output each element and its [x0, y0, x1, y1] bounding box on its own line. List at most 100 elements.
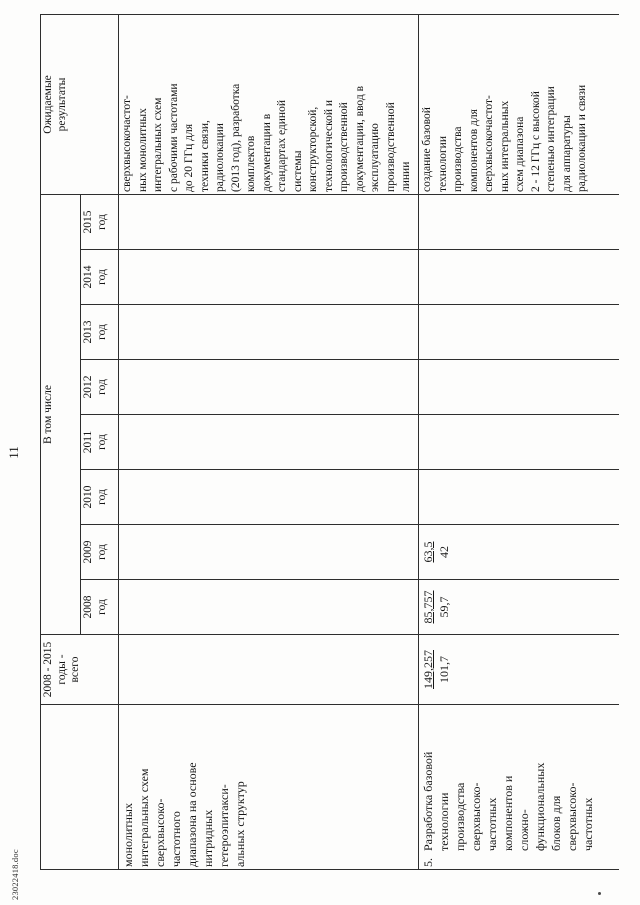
text-line: производства [452, 126, 464, 193]
text-line: сверхвысоко- [565, 782, 579, 851]
text-line: производственной [384, 102, 397, 192]
total-column-header: 2008 - 2015 годы - всего [40, 634, 119, 705]
text-line: степенью интеграции [545, 86, 557, 192]
text-line: 2 - 12 ГГц с высокой [529, 91, 542, 192]
text-line: Разработка базовой [421, 751, 435, 851]
text-line: до 20 ГГц для [183, 123, 195, 192]
year-column-header-2009: 2009 год [80, 524, 119, 580]
text-line: нитридных [201, 809, 215, 867]
text-line: сверхвысоко- [153, 798, 167, 867]
total-budget-cell: 149,257 101,7 [418, 634, 619, 705]
year-column-header-2013: 2013 год [80, 304, 119, 360]
year-label: 2011 год [82, 430, 108, 454]
text-line: производственной [338, 102, 350, 192]
text-line: (2013 год), разработка [229, 83, 242, 192]
text-line: сверхвысокочастот- [121, 95, 133, 192]
item5-description: 5. Разработка базовой технологии производс… [420, 707, 596, 867]
scan-speck [598, 892, 601, 895]
text-line: документации в [260, 113, 273, 192]
year-column-header-2015: 2015 год [80, 194, 119, 250]
empty-budget-cell [118, 304, 419, 360]
text-line: для аппаратуры [560, 115, 573, 192]
text-line: альных структур [233, 781, 247, 867]
expected-results-header: Ожидаемые результаты [40, 14, 119, 195]
program-funding-table: 2008 - 2015 годы - всего В том числе Ожи… [40, 14, 619, 870]
year-column-header-2012: 2012 год [80, 359, 119, 415]
empty-budget-cell [418, 194, 619, 250]
text-line: комплектов [245, 135, 257, 192]
text-line: функциональных [533, 762, 547, 851]
text-line: сверхвысоко- [469, 782, 483, 851]
text-line: интегральных схем [152, 97, 164, 192]
page-number: 11 [6, 446, 21, 459]
federal-amount-2008: 59,7 [437, 596, 451, 618]
empty-budget-cell [418, 359, 619, 415]
text-line: стандартах единой [276, 100, 288, 192]
empty-budget-cell [118, 579, 419, 635]
text-line: документации, ввод в [353, 86, 366, 192]
text-line: производства [453, 782, 467, 851]
empty-budget-cell [118, 414, 419, 470]
item-column-header [40, 704, 119, 870]
text-line: интегральных схем [137, 768, 151, 867]
text-line: конструкторской, [307, 106, 319, 192]
empty-budget-cell [118, 194, 419, 250]
empty-budget-cell [418, 249, 619, 305]
text-line: блоков для [549, 795, 563, 851]
text-line: радиолокации [214, 123, 226, 192]
total-federal-amount: 101,7 [437, 656, 451, 683]
item5-description-lines: Разработка базовой технологии производства… [420, 752, 596, 851]
total-amount: 149,257 [421, 650, 435, 689]
year-column-header-2010: 2010 год [80, 469, 119, 525]
header-row-top: 2008 - 2015 годы - всего В том числе Ожи… [40, 14, 119, 870]
year-label: 2015 год [82, 210, 108, 234]
text-line: частотных [581, 797, 595, 851]
item5-row: 5. Разработка базовой технологии производс… [418, 14, 619, 870]
text-line: эксплуатацию [369, 123, 381, 192]
total-column-header-label: 2008 - 2015 годы - всего [42, 641, 81, 698]
amount-2009: 63,5 [421, 541, 435, 563]
empty-budget-cell [118, 634, 419, 705]
text-line: системы [291, 150, 304, 193]
year-label: 2014 год [82, 265, 108, 289]
text-line: гетероэпитакси- [217, 784, 231, 867]
text-line: технологии [436, 136, 449, 192]
item5-expected-results-cell: создание базовой технологии производства ко… [418, 14, 619, 195]
text-line: с рабочими частотами [167, 83, 180, 192]
year-label: 2008 год [82, 595, 108, 619]
year-column-header-2008: 2008 год [80, 579, 119, 635]
empty-budget-cell [418, 414, 619, 470]
text-line: радиолокации и связи [576, 84, 588, 192]
empty-budget-cell [418, 304, 619, 360]
continuation-row: монолитных интегральных схем сверхвысоко-ч… [118, 14, 419, 870]
text-line: ных монолитных [136, 108, 149, 192]
amount-2008: 85,757 [421, 590, 435, 624]
item-description-continued: монолитных интегральных схем сверхвысоко-ч… [120, 707, 248, 867]
year-label: 2012 год [82, 375, 108, 399]
text-line: техники связи, [198, 120, 211, 192]
text-line: монолитных [121, 803, 135, 867]
including-header: В том числе [40, 194, 81, 635]
empty-budget-cell [118, 469, 419, 525]
item-number: 5. [421, 858, 435, 867]
text-line: линии [400, 161, 412, 192]
year-column-header-2014: 2014 год [80, 249, 119, 305]
item-description-continued-cell: монолитных интегральных схем сверхвысоко-ч… [118, 704, 419, 870]
text-line: схем диапазона [514, 116, 526, 192]
item5-expected-results: создание базовой технологии производства ко… [420, 17, 591, 192]
text-line: частотных [485, 797, 499, 851]
text-line: компонентов для [467, 109, 480, 192]
expected-results-continued-cell: сверхвысокочастот-ных монолитных интеграл… [118, 14, 419, 195]
text-line: сложно- [517, 809, 531, 851]
item5-description-cell: 5. Разработка базовой технологии производс… [418, 704, 619, 870]
text-line: ных интегральных [498, 100, 511, 192]
empty-budget-cell [118, 524, 419, 580]
year-label: 2010 год [82, 485, 108, 509]
year-label: 2009 год [82, 540, 108, 564]
year-label: 2013 год [82, 320, 108, 344]
text-line: сверхвысокочастот- [483, 95, 495, 192]
empty-budget-cell [118, 249, 419, 305]
text-line: создание базовой [421, 107, 433, 192]
empty-budget-cell [118, 359, 419, 415]
